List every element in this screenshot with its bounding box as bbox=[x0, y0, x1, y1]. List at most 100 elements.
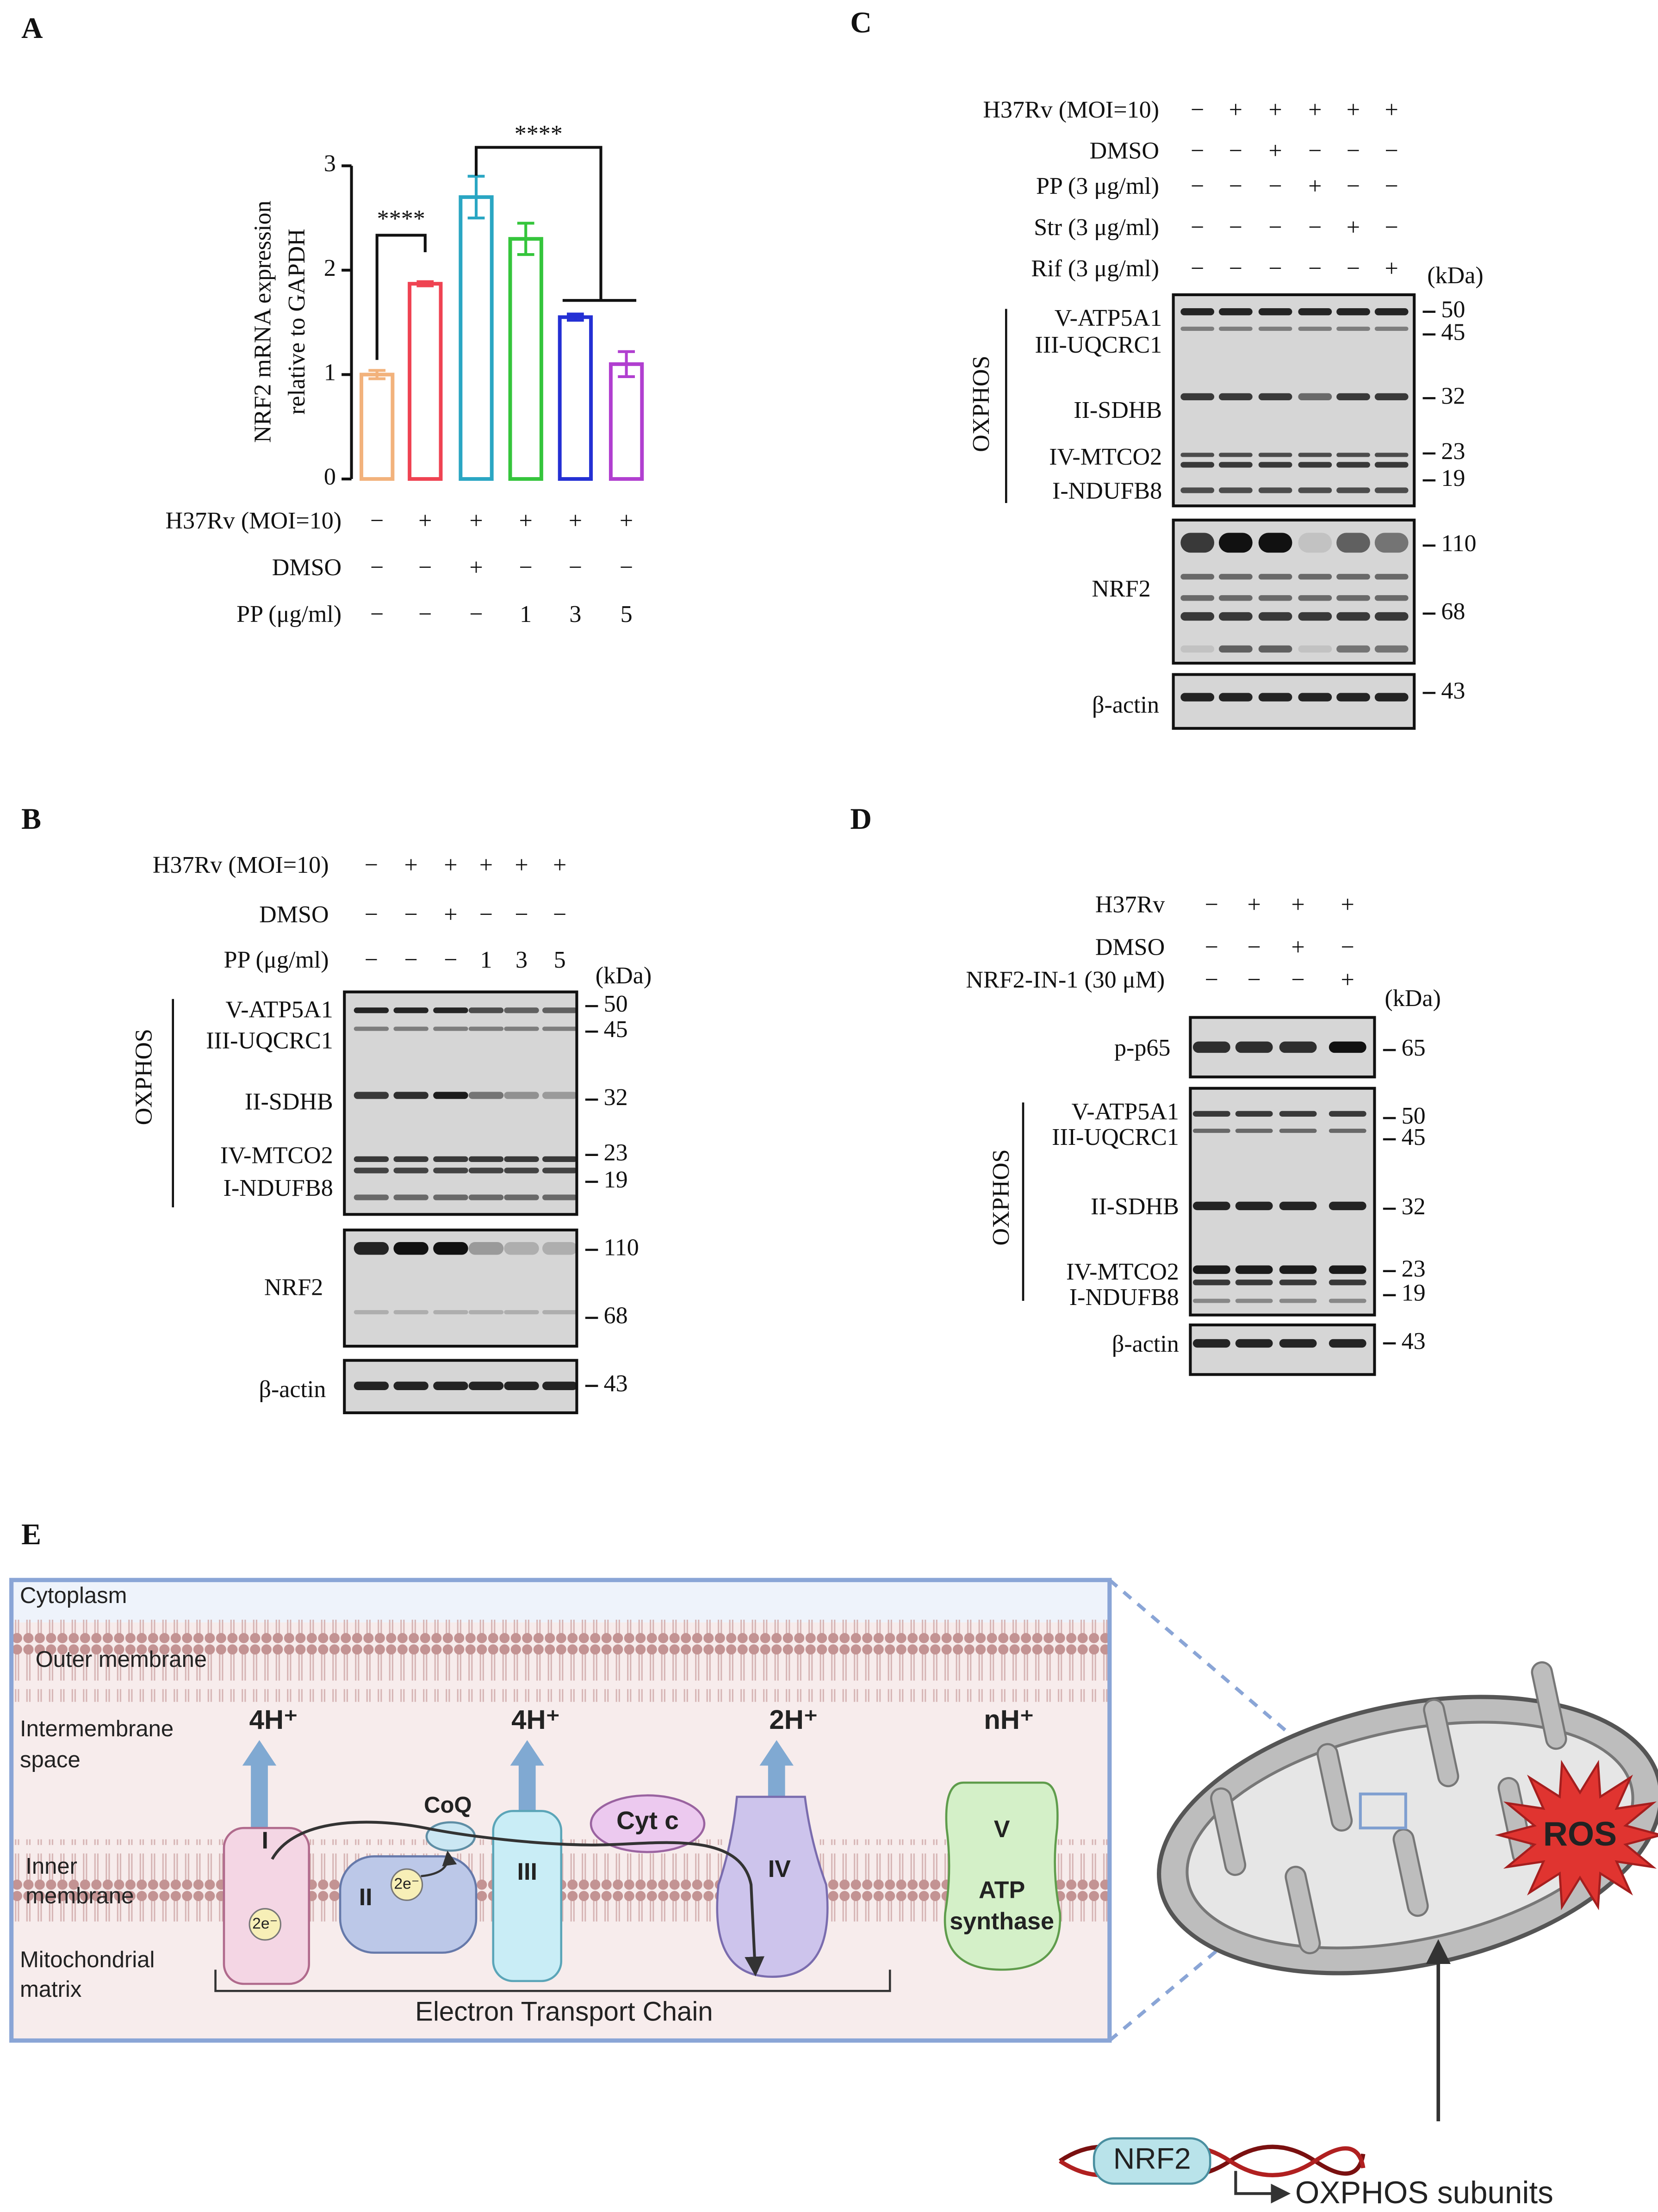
band bbox=[1235, 1339, 1273, 1348]
blot-label: V-ATP5A1 bbox=[1072, 1099, 1179, 1125]
proton-label: 4H⁺ bbox=[249, 1705, 298, 1735]
band bbox=[1279, 1280, 1317, 1286]
band bbox=[1279, 1111, 1317, 1117]
transcription-arrow bbox=[1234, 2171, 1291, 2204]
band bbox=[1374, 574, 1409, 580]
treatment-mark: + bbox=[515, 852, 528, 878]
band bbox=[1298, 693, 1332, 702]
complex-label: ATP bbox=[979, 1877, 1025, 1904]
marker-label: 110 bbox=[604, 1235, 639, 1261]
kda-label: (kDa) bbox=[1385, 985, 1441, 1012]
band bbox=[433, 1026, 468, 1031]
band bbox=[1329, 1265, 1366, 1274]
nrf2-box bbox=[1093, 2137, 1211, 2185]
bar bbox=[558, 315, 593, 481]
band bbox=[433, 1381, 468, 1390]
treatment-mark: − bbox=[620, 554, 633, 581]
treatment-label: H37Rv (MOI=10) bbox=[165, 508, 342, 534]
y-axis-label: NRF2 mRNA expression bbox=[250, 200, 276, 442]
band bbox=[1235, 1128, 1273, 1133]
band bbox=[354, 1007, 389, 1013]
treatment-mark: − bbox=[1191, 138, 1204, 164]
treatment-mark: + bbox=[479, 852, 493, 878]
band bbox=[1374, 308, 1409, 316]
band bbox=[504, 1310, 539, 1315]
y-tick-label: 2 bbox=[324, 255, 336, 281]
band bbox=[1374, 595, 1409, 601]
treatment-mark: − bbox=[1229, 173, 1242, 199]
marker-label: 110 bbox=[1441, 530, 1476, 557]
band bbox=[1192, 1280, 1230, 1286]
region-label: Intermembrane bbox=[20, 1716, 174, 1741]
band bbox=[542, 1310, 578, 1315]
treatment-mark: + bbox=[1308, 173, 1322, 199]
treatment-mark: + bbox=[553, 852, 566, 878]
band bbox=[542, 1381, 578, 1390]
error-bar bbox=[368, 369, 386, 380]
blot-label: II-SDHB bbox=[1091, 1193, 1179, 1220]
blot-label: I-NDUFB8 bbox=[224, 1175, 333, 1201]
band bbox=[1374, 453, 1409, 457]
region-label: Mitochondrial bbox=[20, 1947, 155, 1972]
band bbox=[504, 1026, 539, 1031]
band bbox=[1336, 326, 1370, 331]
treatment-mark: − bbox=[1308, 214, 1322, 241]
group-label: OXPHOS bbox=[968, 356, 994, 452]
band bbox=[542, 1092, 578, 1099]
crista bbox=[1316, 1743, 1353, 1832]
blot-label: I-NDUFB8 bbox=[1069, 1284, 1179, 1311]
complex-v bbox=[944, 1781, 1062, 1971]
band bbox=[1218, 693, 1253, 702]
band bbox=[542, 1242, 578, 1255]
treatment-mark: − bbox=[365, 901, 378, 928]
ros-label: ROS bbox=[1543, 1814, 1617, 1853]
treatment-mark: − bbox=[1347, 255, 1360, 282]
band bbox=[1336, 595, 1370, 601]
treatment-mark: + bbox=[1347, 214, 1360, 241]
band bbox=[504, 1092, 539, 1099]
treatment-mark: − bbox=[1205, 892, 1218, 918]
band bbox=[354, 1026, 389, 1031]
treatment-mark: + bbox=[1385, 255, 1398, 282]
band bbox=[1180, 393, 1215, 401]
band bbox=[542, 1194, 578, 1200]
treatment-mark: + bbox=[519, 508, 533, 534]
band bbox=[468, 1092, 504, 1099]
band bbox=[393, 1381, 428, 1390]
band bbox=[393, 1194, 428, 1200]
band bbox=[1279, 1128, 1317, 1133]
band bbox=[468, 1007, 504, 1013]
band bbox=[1218, 645, 1253, 653]
band bbox=[1192, 1265, 1230, 1274]
marker-label: 32 bbox=[1402, 1193, 1426, 1220]
blot-label: I-NDUFB8 bbox=[1052, 478, 1162, 504]
treatment-mark: + bbox=[620, 508, 633, 534]
error-bar bbox=[618, 350, 635, 379]
electron-label: 2e⁻ bbox=[252, 1915, 278, 1932]
band bbox=[504, 1194, 539, 1200]
treatment-mark: − bbox=[1347, 138, 1360, 164]
complex-label: II bbox=[359, 1884, 373, 1911]
treatment-mark: − bbox=[1191, 97, 1204, 123]
treatment-label: DMSO bbox=[1095, 934, 1165, 961]
treatment-mark: − bbox=[1347, 173, 1360, 199]
band bbox=[1218, 462, 1253, 468]
complex-ii bbox=[339, 1855, 478, 1954]
treatment-mark: + bbox=[404, 852, 417, 878]
treatment-mark: − bbox=[553, 901, 566, 928]
outer-membrane bbox=[11, 1620, 1110, 1702]
treatment-label: DMSO bbox=[259, 901, 329, 928]
band bbox=[1235, 1201, 1273, 1211]
band bbox=[468, 1156, 504, 1162]
band bbox=[354, 1381, 389, 1390]
band bbox=[1374, 326, 1409, 331]
region-label: Cytoplasm bbox=[20, 1583, 127, 1608]
band bbox=[1218, 612, 1253, 621]
panel-label: E bbox=[21, 1518, 41, 1551]
treatment-mark: − bbox=[365, 852, 378, 878]
band bbox=[1258, 574, 1292, 580]
blot bbox=[1172, 293, 1416, 508]
error-bar bbox=[517, 222, 534, 256]
